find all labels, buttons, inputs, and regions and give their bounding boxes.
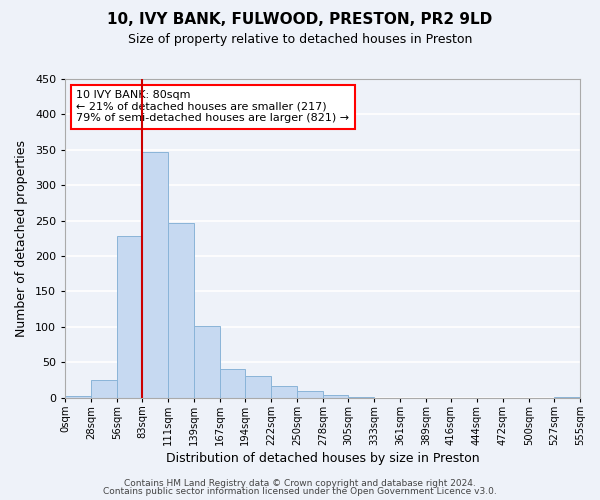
Text: Size of property relative to detached houses in Preston: Size of property relative to detached ho… (128, 32, 472, 46)
Bar (220, 368, 245, 398)
Bar (142, 152, 168, 398)
Bar (168, 223, 194, 398)
X-axis label: Distribution of detached houses by size in Preston: Distribution of detached houses by size … (166, 452, 479, 465)
Bar (117, 236, 142, 398)
Bar (271, 386, 297, 398)
Bar (245, 376, 271, 398)
Bar (348, 397, 374, 398)
Bar (323, 395, 348, 398)
Text: 10 IVY BANK: 80sqm
← 21% of detached houses are smaller (217)
79% of semi-detach: 10 IVY BANK: 80sqm ← 21% of detached hou… (76, 90, 349, 124)
Text: Contains HM Land Registry data © Crown copyright and database right 2024.: Contains HM Land Registry data © Crown c… (124, 478, 476, 488)
Bar (91, 380, 117, 398)
Bar (194, 326, 220, 398)
Text: Contains public sector information licensed under the Open Government Licence v3: Contains public sector information licen… (103, 487, 497, 496)
Text: 10, IVY BANK, FULWOOD, PRESTON, PR2 9LD: 10, IVY BANK, FULWOOD, PRESTON, PR2 9LD (107, 12, 493, 28)
Y-axis label: Number of detached properties: Number of detached properties (15, 140, 28, 337)
Bar (65, 396, 91, 398)
Bar (554, 397, 580, 398)
Bar (297, 390, 323, 398)
